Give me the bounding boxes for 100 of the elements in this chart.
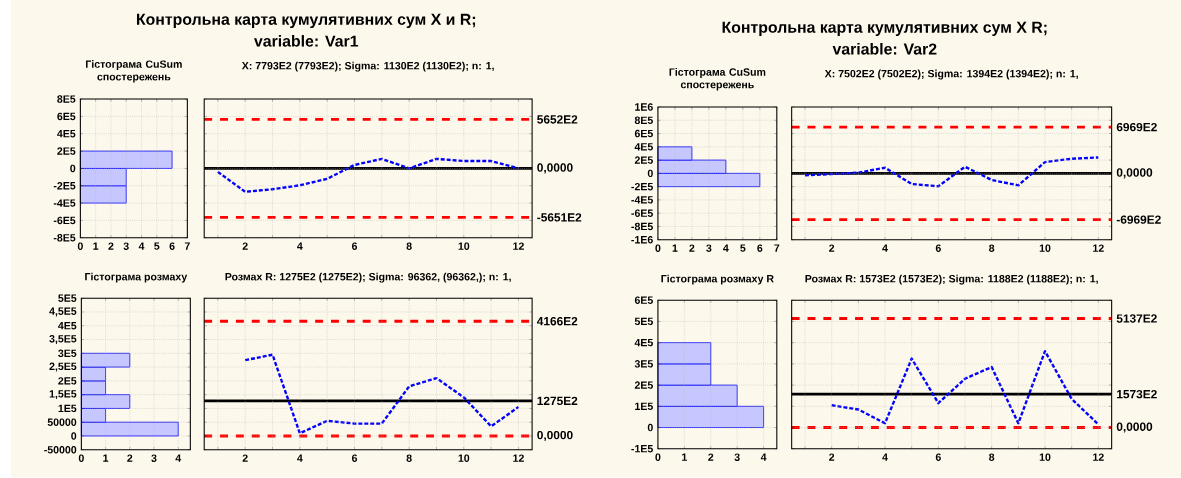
ref-line-label: 4166E2 [536,317,578,326]
chart-title: Розмах R: 1573E2 (1573E2); Sigma: 1188E2 (1188E2); n: 1, [805,274,1098,285]
chart-title: Гістограма CuSum спостережень [86,60,182,83]
y-tick-label: 4E5 [58,322,77,330]
x-tick-label: 4 [138,242,145,250]
y-tick-label: 3E5 [634,360,653,368]
chart-subtitle: variable: Var2 [832,43,937,55]
y-tick-label: -1E5 [631,445,653,453]
y-tick-label: 0 [647,424,653,432]
x-tick-label: 1 [103,454,109,462]
x-tick-label: 2 [829,244,835,253]
x-tick-label: 1 [682,453,687,461]
ref-line-label: 0,0000 [537,163,573,174]
y-tick-label: 4E5 [634,143,653,151]
y-tick-label: 0 [647,169,653,178]
y-tick-label: 5E5 [634,317,653,326]
y-tick-label: 2,5E5 [49,362,77,372]
chart-title: Контрольна карта кумулятивних сум X и R; [136,14,476,29]
y-tick-label: 50000 [47,418,77,427]
ref-line-label: 0,0000 [537,431,573,442]
y-tick-label: 2E5 [58,377,77,385]
y-tick-label: -6E5 [631,209,653,218]
y-tick-label: -1E6 [631,236,653,244]
x-tick-label: 4 [297,242,303,250]
x-tick-label: 3 [151,454,157,463]
y-tick-label: -2E5 [53,182,76,190]
ref-line-label: 1275E2 [537,396,578,406]
y-tick-label: 3E5 [58,349,77,358]
y-tick-label: 1,5E5 [49,390,77,400]
x-tick-label: 2 [242,454,248,463]
x-tick-label: 4 [882,244,888,252]
x-tick-label: 0 [655,244,661,253]
y-tick-label: 8E5 [57,95,76,104]
x-tick-label: 8 [406,242,412,251]
x-tick-label: 1 [672,244,678,252]
x-tick-label: 4 [723,244,729,252]
x-tick-label: 6 [757,244,763,253]
x-tick-label: 6 [351,242,358,251]
ref-line-label: 5652E2 [537,115,578,124]
chart-title: Розмах R: 1275E2 (1275E2); Sigma: 96362, (96362,); n: 1, [225,272,511,283]
y-tick-label: 1E5 [58,404,77,413]
x-tick-label: 8 [406,454,412,463]
x-tick-label: 2 [829,453,835,462]
y-tick-label: 6E5 [634,296,653,305]
chart-title: Гістограма CuSum спостережень [669,68,766,91]
x-tick-label: 2 [689,244,695,253]
y-tick-label: 8E5 [634,116,653,125]
text: X: 7502E2 (7502E2); Sigma: 1394E2 (1394E2); n: 1, [824,69,1078,80]
x-tick-label: 12 [1093,244,1104,253]
chart-title: Гістограма розмаху R [661,274,774,285]
y-tick-label: 6E5 [634,130,653,138]
x-tick-label: 6 [935,453,941,462]
y-tick-label: 0 [71,432,77,440]
chart-title: Гістограма розмаху [85,272,188,283]
y-tick-label: -2E5 [631,183,653,191]
y-tick-label: 1E6 [635,103,653,111]
chart-subtitle: variable: Var1 [254,35,359,47]
y-tick-label: -4E5 [631,196,653,204]
x-tick-label: 6 [935,244,941,253]
x-tick-label: 2 [108,242,114,251]
x-tick-label: 3 [734,453,740,462]
x-tick-label: 10 [1039,453,1051,462]
x-tick-label: 2 [127,454,133,463]
ref-line-label: 5137E2 [1116,314,1157,323]
x-tick-label: 12 [513,242,524,251]
x-tick-label: 5 [154,242,160,251]
ref-line-label: 0,0000 [1116,168,1153,179]
ref-line-label: -5651E2 [537,213,582,222]
x-tick-label: 2 [708,453,714,462]
x-tick-label: 4 [882,453,888,461]
y-tick-label: 2E5 [634,156,653,165]
x-tick-label: 0 [77,242,83,251]
ref-line-label: 1573E2 [1117,390,1157,399]
y-tick-label: 6E5 [57,112,76,121]
y-tick-label: 5E5 [58,294,77,303]
text: X: 7793E2 (7793E2); Sigma: 1130E2 (1130E2); n: 1, [241,61,494,72]
x-tick-label: 7 [774,244,780,252]
y-tick-label: -50000 [44,446,77,454]
y-tick-label: 3,5E5 [49,335,77,345]
x-tick-label: 12 [513,454,524,463]
x-tick-label: 10 [1039,244,1051,253]
y-tick-label: -4E5 [53,199,76,208]
x-tick-label: 5 [740,244,746,253]
chart-title: Контрольна карта кумулятивних сум X R; [722,22,1047,37]
x-tick-label: 10 [458,242,470,251]
x-tick-label: 4 [760,453,767,461]
y-tick-label: 4,5E5 [49,307,77,317]
y-tick-label: 2E5 [57,147,76,156]
x-tick-label: 3 [123,242,129,251]
y-tick-label: 1E5 [635,402,653,411]
x-tick-label: 10 [458,454,470,463]
y-tick-label: -8E5 [631,222,653,231]
x-tick-label: 6 [169,242,175,251]
x-tick-label: 4 [297,454,303,462]
x-tick-label: 3 [706,244,712,253]
x-tick-label: 12 [1093,453,1104,462]
y-tick-label: 4E5 [57,130,76,138]
y-tick-label: -6E5 [53,216,76,225]
x-tick-label: 6 [351,454,358,463]
y-tick-label: 0 [70,164,76,173]
